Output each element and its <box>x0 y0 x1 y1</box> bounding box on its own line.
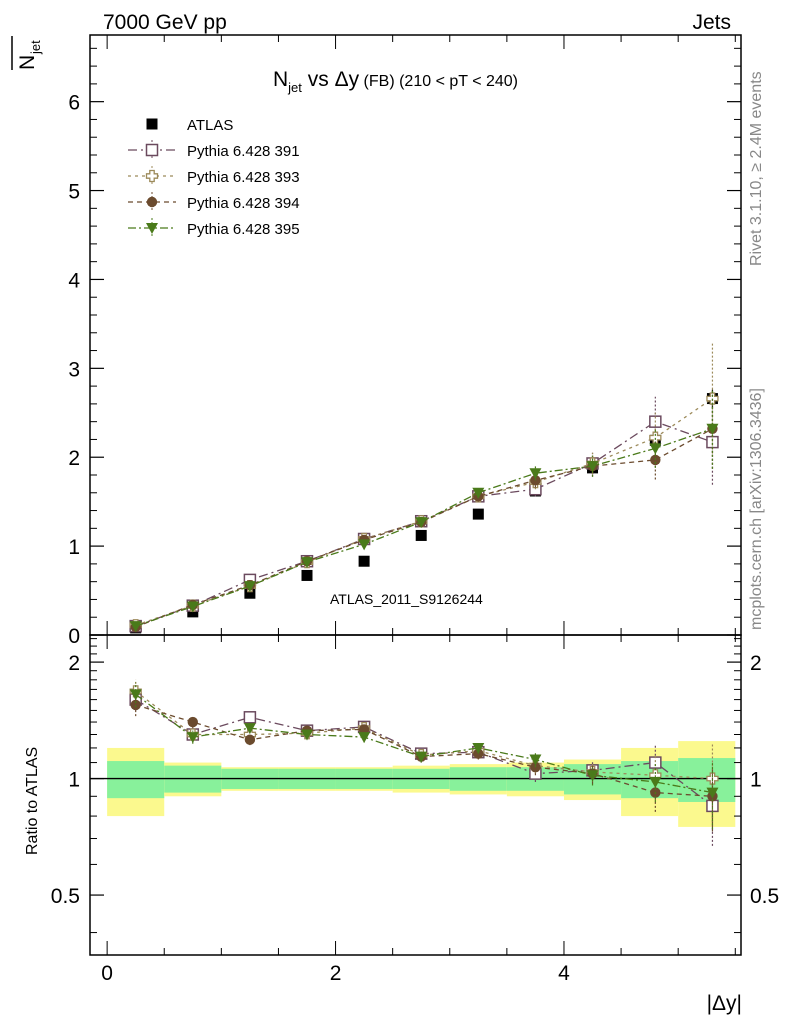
ratio-ytick-label-right: 2 <box>750 652 762 675</box>
title-vs: vs Δy <box>302 68 360 91</box>
data-point <box>301 569 313 581</box>
title-text: Njet vs Δy (FB) (210 < pT < 240) <box>273 68 518 95</box>
ratio-point <box>243 723 256 735</box>
data-point <box>649 431 662 444</box>
main-ytick-label: 2 <box>68 447 80 470</box>
ratio-ytick-label: 0.5 <box>51 885 80 908</box>
ratio-point <box>243 711 257 724</box>
main-ticks: 0 1 2 3 4 5 6 <box>68 35 741 648</box>
data-point <box>244 587 256 599</box>
x-axis-label: |Δy| <box>707 992 742 1015</box>
legend-marker <box>145 169 159 183</box>
data-point <box>649 443 662 455</box>
data-point <box>415 517 428 529</box>
ratio-ytick-label-right: 1 <box>750 769 762 792</box>
x-tick-label: 2 <box>330 962 342 985</box>
ratio-series-395 <box>129 682 719 830</box>
ratio-panel: 0.5 0.5 1 1 2 2 0 2 4 Ratio to ATLAS |Δy| <box>24 634 779 1015</box>
ratio-ytick-label: 1 <box>68 769 80 792</box>
title-jet-sub: jet <box>287 80 302 95</box>
ratio-point <box>472 742 485 754</box>
ratio-data-layer <box>129 679 719 846</box>
ratio-point <box>649 776 662 788</box>
main-ytick-label: 6 <box>68 92 80 115</box>
legend-marker <box>145 143 159 157</box>
data-point <box>243 581 256 593</box>
ratio-point <box>186 732 199 744</box>
ratio-point <box>358 724 370 735</box>
series-line <box>135 428 713 628</box>
main-ytick-label: 0 <box>68 625 80 648</box>
mcplots-reference-label: mcplots.cern.ch [arXiv:1306.3436] <box>748 388 765 630</box>
legend-label: Pythia 6.428 393 <box>187 169 300 186</box>
ratio-point <box>301 729 313 741</box>
legend-label: ATLAS <box>187 117 233 134</box>
legend-entry: Pythia 6.428 391 <box>128 140 300 160</box>
data-point <box>706 392 719 405</box>
ratio-y-axis-label: Ratio to ATLAS <box>24 747 41 855</box>
series-395 <box>129 388 719 633</box>
data-point <box>529 468 542 480</box>
ratio-point <box>358 732 371 744</box>
ratio-point <box>586 770 599 782</box>
ratio-point <box>187 716 198 728</box>
ratio-point <box>129 689 142 701</box>
main-panel: 0 1 2 3 4 5 6 ATLAS_2011_S9126244 Njet vs Δy (… <box>11 34 742 648</box>
ratio-point <box>244 734 256 745</box>
legend-marker <box>146 118 158 130</box>
main-ytick-label: 3 <box>68 358 80 381</box>
analysis-watermark: ATLAS_2011_S9126244 <box>330 591 483 607</box>
ratio-frame <box>89 634 742 956</box>
main-ytick-label: 5 <box>68 181 80 204</box>
header-energy-label: 7000 GeV pp <box>103 11 227 34</box>
title-fb: (FB) <box>359 73 395 90</box>
main-y-axis-label: N jet <box>11 36 43 70</box>
ratio-ytick-label-right: 0.5 <box>750 885 779 908</box>
main-data-layer <box>129 343 719 634</box>
data-point <box>472 508 484 520</box>
x-tick-label: 0 <box>101 962 113 985</box>
data-point <box>472 487 485 499</box>
ylabel-n: N <box>16 55 39 70</box>
main-ytick-label: 4 <box>68 269 80 292</box>
ratio-point <box>706 787 719 799</box>
data-point <box>586 461 599 473</box>
header-jets-label: Jets <box>692 11 731 34</box>
legend-marker <box>146 196 158 208</box>
ratio-ytick-label: 2 <box>68 652 80 675</box>
data-point <box>706 435 719 449</box>
title-n: N <box>273 68 288 91</box>
data-point <box>301 557 313 569</box>
title-range: (210 < pT < 240) <box>395 73 518 90</box>
legend-marker <box>146 223 158 234</box>
data-point <box>358 539 371 551</box>
rivet-version-label: Rivet 3.1.10, ≥ 2.4M events <box>748 71 765 266</box>
data-point <box>358 555 370 567</box>
legend-label: Pythia 6.428 395 <box>187 221 300 238</box>
legend-entry: Pythia 6.428 393 <box>128 166 300 186</box>
main-ytick-label: 1 <box>68 536 80 559</box>
chart-title: Njet vs Δy (FB) (210 < pT < 240) <box>273 68 518 95</box>
ratio-point <box>130 699 141 711</box>
legend-entry: Pythia 6.428 395 <box>128 218 300 238</box>
data-point <box>706 423 719 435</box>
legend-entry: Pythia 6.428 394 <box>128 192 300 212</box>
band-inner <box>107 761 165 799</box>
legend-entry: ATLAS <box>146 117 233 134</box>
legend-label: Pythia 6.428 394 <box>187 195 300 212</box>
ratio-point <box>649 756 662 769</box>
x-tick-label: 4 <box>558 962 570 985</box>
ratio-point <box>529 754 542 766</box>
ylabel-jet-sub: jet <box>28 40 43 55</box>
legend-label: Pythia 6.428 391 <box>187 143 300 160</box>
legend: ATLAS Pythia 6.428 391 Pythia 6.428 393 Pyt… <box>128 117 300 238</box>
data-point <box>129 621 142 633</box>
data-point <box>186 601 199 613</box>
data-point <box>415 529 427 541</box>
ratio-ticks: 0.5 0.5 1 1 2 2 0 2 4 <box>51 635 779 985</box>
ratio-point <box>415 751 428 763</box>
